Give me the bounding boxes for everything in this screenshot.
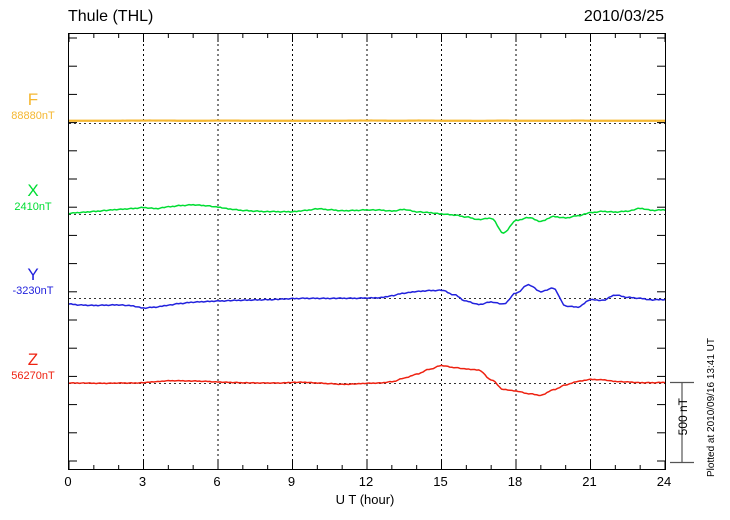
observation-date: 2010/03/25: [583, 8, 664, 25]
component-label-x: X 2410nT: [0, 182, 66, 213]
x-tick-label: 18: [507, 474, 523, 489]
plotted-timestamp: Plotted at 2010/09/16 13:41 UT: [706, 338, 717, 477]
station-title: Thule (THL): [68, 8, 154, 25]
component-label-y: Y -3230nT: [0, 266, 66, 297]
x-axis-title: U T (hour): [335, 492, 395, 507]
x-tick-label: 9: [287, 474, 296, 489]
x-tick-label: 6: [213, 474, 221, 489]
trace-x: [69, 203, 665, 234]
component-baseline-value: 88880nT: [11, 110, 55, 122]
y-axis-ticks: [69, 37, 665, 462]
vertical-gridlines: [143, 34, 591, 469]
component-letter: Y: [27, 265, 39, 284]
x-tick-label: 3: [138, 474, 147, 489]
component-letter: X: [27, 181, 39, 200]
magnetogram-traces: [69, 34, 665, 469]
scale-bar-label: 500 nT: [676, 398, 690, 436]
component-baseline-value: 56270nT: [11, 370, 55, 382]
component-label-f: F 88880nT: [0, 91, 66, 122]
trace-y: [69, 283, 665, 310]
component-traces: [69, 119, 665, 397]
component-label-z: Z 56270nT: [0, 351, 66, 382]
x-tick-label: 21: [582, 474, 597, 489]
plot-area: [68, 33, 666, 470]
component-letter: Z: [27, 350, 39, 369]
x-tick-label: 12: [358, 474, 374, 489]
x-axis-ticks: [69, 34, 665, 469]
x-tick-label: 0: [64, 474, 72, 489]
x-tick-label: 24: [656, 474, 672, 489]
x-tick-label: 15: [433, 474, 448, 489]
component-baseline-value: 2410nT: [14, 201, 52, 213]
component-letter: F: [27, 90, 39, 109]
trace-z: [69, 364, 665, 397]
component-baselines: [69, 123, 665, 384]
component-baseline-value: -3230nT: [12, 285, 54, 297]
scale-bar: [670, 381, 694, 464]
